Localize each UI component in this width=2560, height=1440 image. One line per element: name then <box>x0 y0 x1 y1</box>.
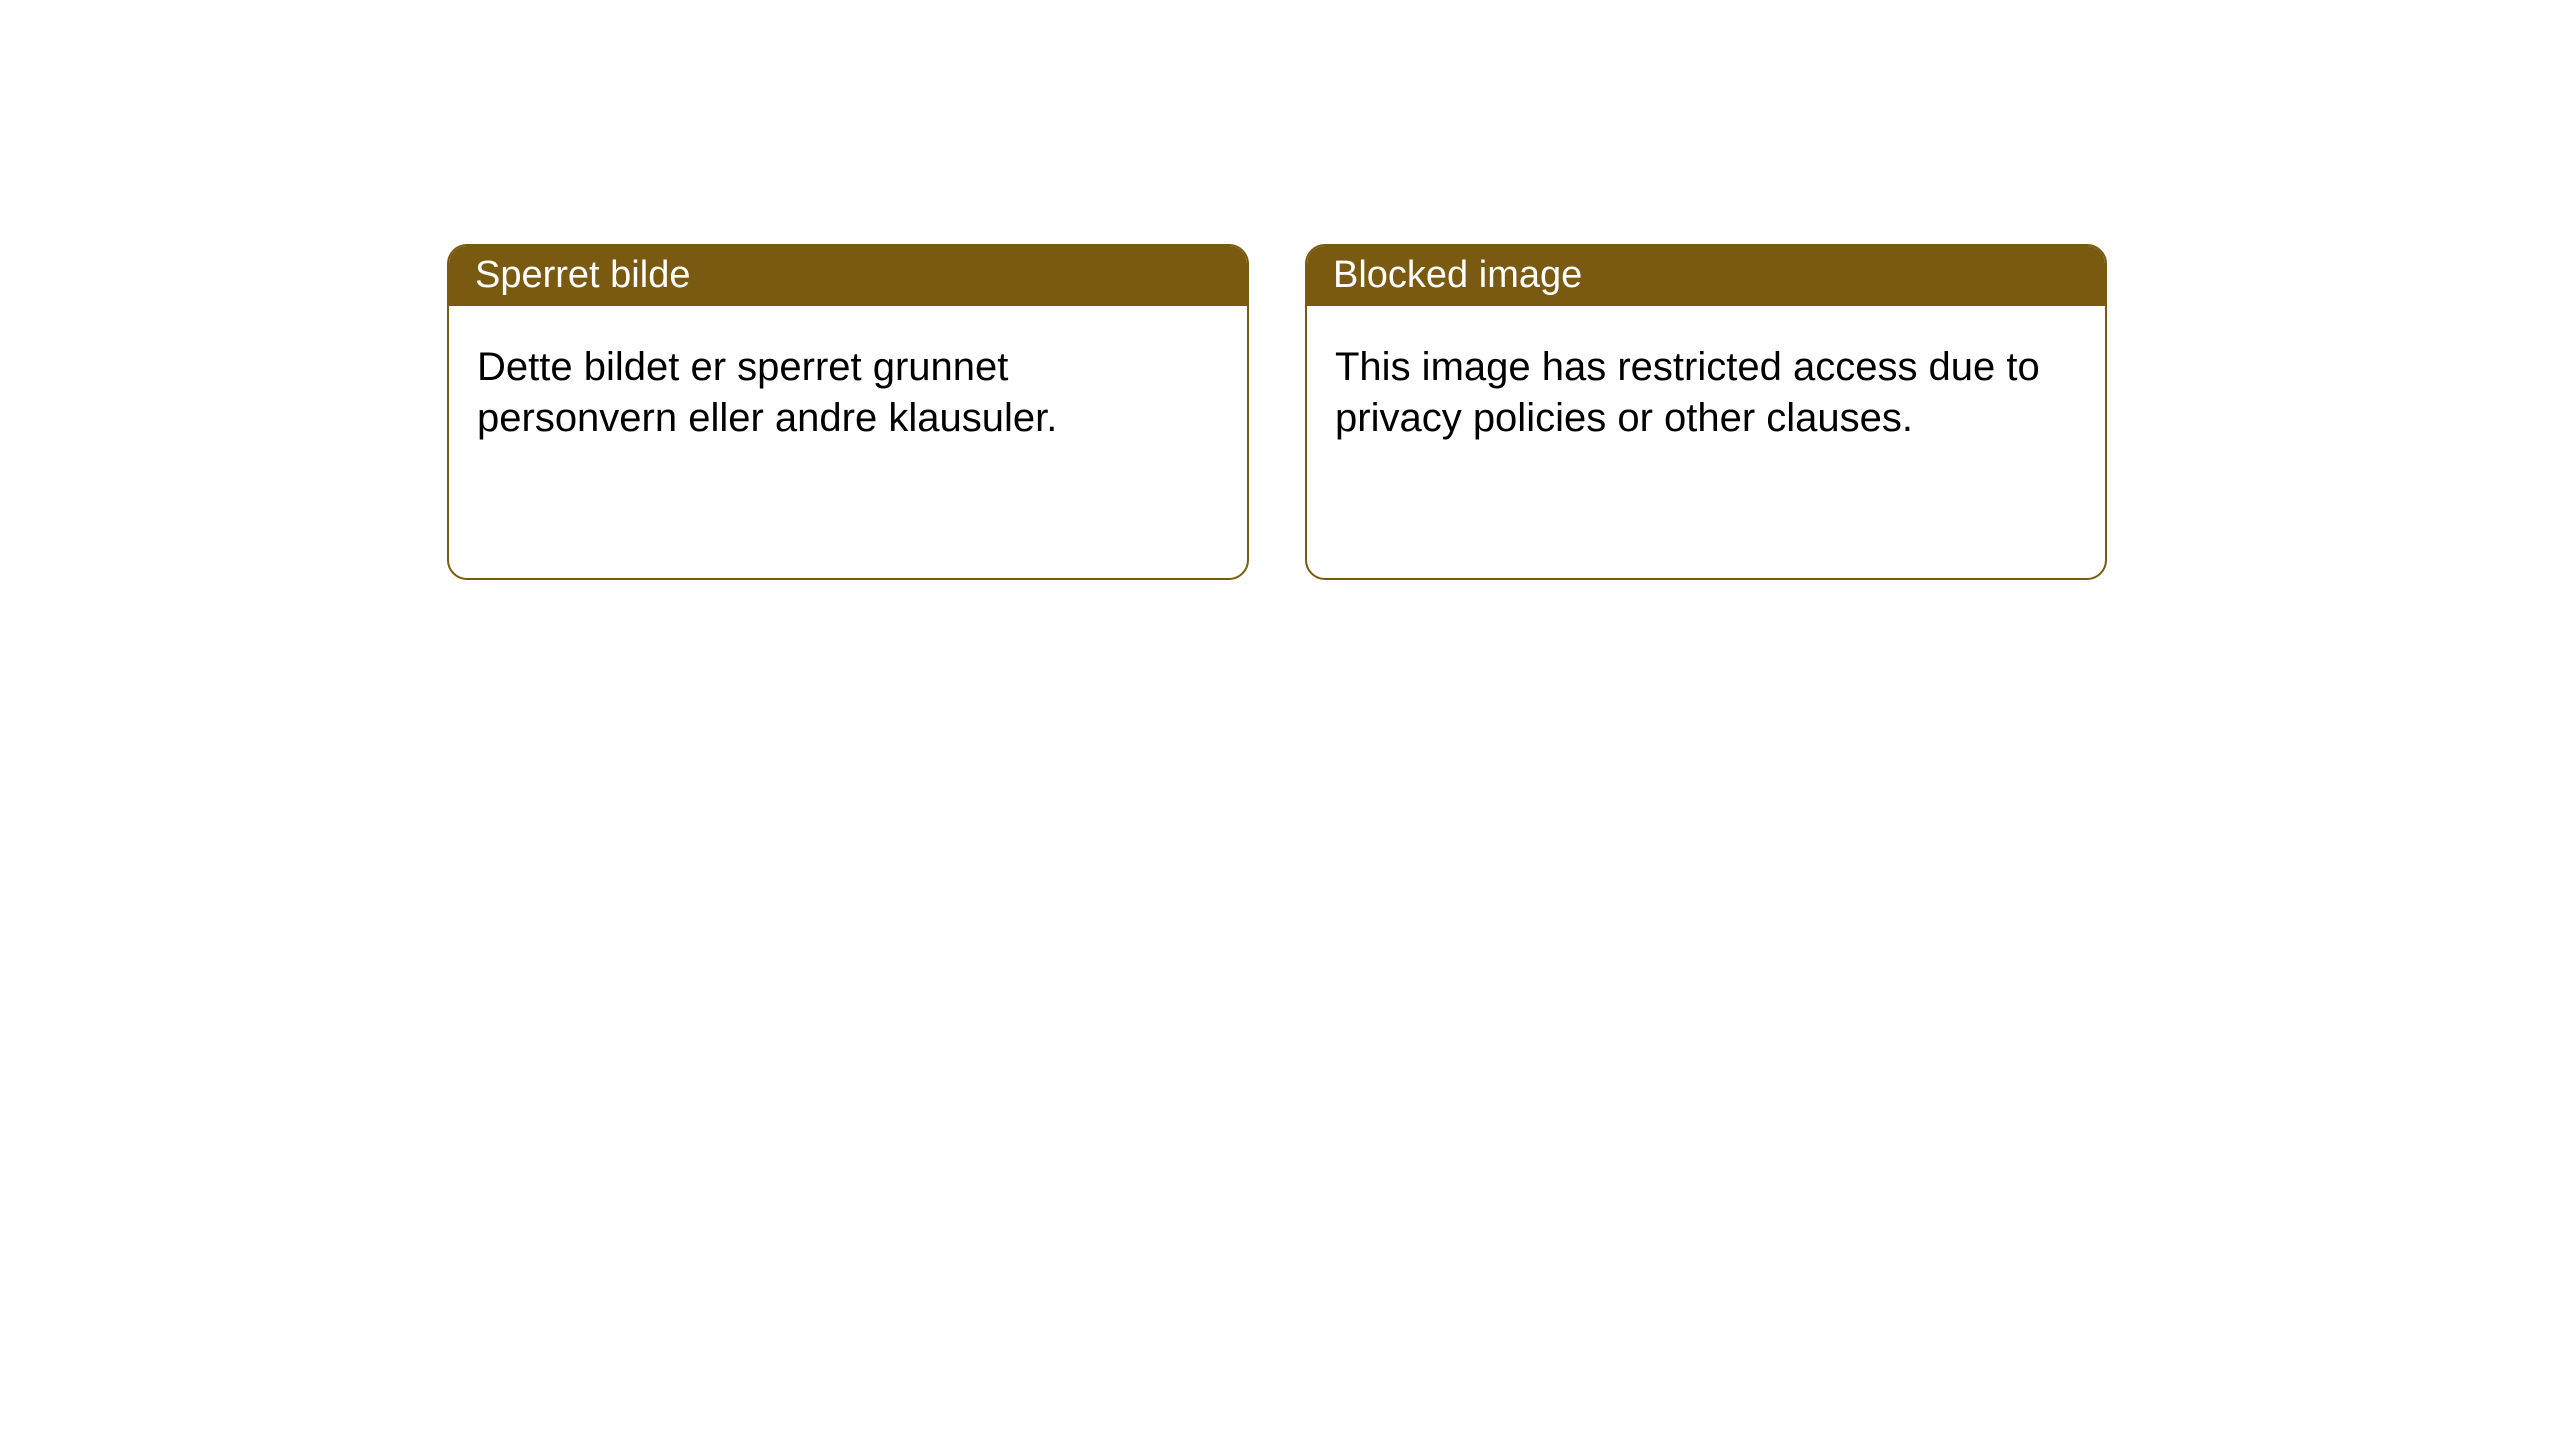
card-body-text: Dette bildet er sperret grunnet personve… <box>477 345 1057 440</box>
card-container: Sperret bilde Dette bildet er sperret gr… <box>0 0 2560 580</box>
card-header: Blocked image <box>1307 246 2105 306</box>
card-title: Blocked image <box>1333 254 1582 297</box>
blocked-image-card-no: Sperret bilde Dette bildet er sperret gr… <box>447 244 1249 580</box>
blocked-image-card-en: Blocked image This image has restricted … <box>1305 244 2107 580</box>
card-header: Sperret bilde <box>449 246 1247 306</box>
card-body: This image has restricted access due to … <box>1307 306 2105 472</box>
card-body: Dette bildet er sperret grunnet personve… <box>449 306 1247 472</box>
card-title: Sperret bilde <box>475 254 690 297</box>
card-body-text: This image has restricted access due to … <box>1335 345 2040 440</box>
